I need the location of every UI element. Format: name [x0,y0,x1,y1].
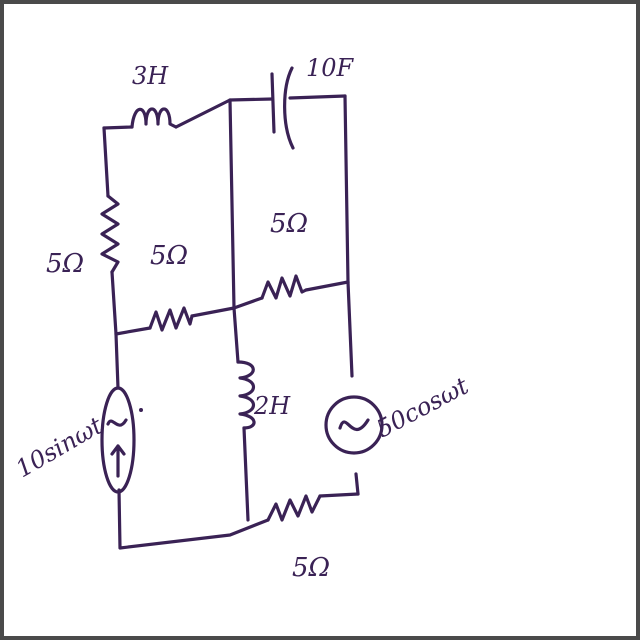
wire-mid-right-rung [232,296,264,310]
wire-right-lower [354,472,360,496]
inductor-middle [236,360,256,430]
wire-top-left [102,125,134,130]
source-right [324,395,384,455]
wire-right-mid [346,280,354,378]
resistor-mid-right [260,274,308,300]
label-inductor-top: 3H [132,62,169,90]
label-inductor-middle: 2H [253,392,291,420]
wire-top-right [288,94,347,100]
resistor-mid-left [148,306,194,332]
capacitor-plate-right [283,66,295,150]
wire-mid-right-rung-2 [304,280,350,292]
ac-current-source-icon [106,418,128,427]
wire-bottom-right [318,492,360,498]
label-resistor-mid-left: 5Ω [150,241,188,271]
inductor-top [130,107,178,129]
wire-left-lower [114,332,120,390]
wire-mid-left-rung [114,326,152,336]
label-resistor-bottom: 5Ω [292,553,330,583]
polarity-dot [139,408,143,412]
label-resistor-mid-right: 5Ω [270,209,308,239]
label-resistor-left: 5Ω [46,249,84,279]
wire-mid-left-rung-2 [190,306,236,318]
wire-center-lower [242,426,250,522]
ac-voltage-source-icon [338,418,370,431]
wire-right-upper [343,94,350,284]
wire-left-upper [102,126,110,198]
capacitor-plate-left [270,72,276,134]
label-capacitor-top: 10F [306,54,355,82]
source-left [100,386,136,494]
resistor-left [100,194,120,274]
wire-left-bottom [117,488,270,550]
resistor-bottom [266,494,322,522]
wire-left-mid [110,270,118,336]
source-left-arrow-icon [110,444,126,478]
